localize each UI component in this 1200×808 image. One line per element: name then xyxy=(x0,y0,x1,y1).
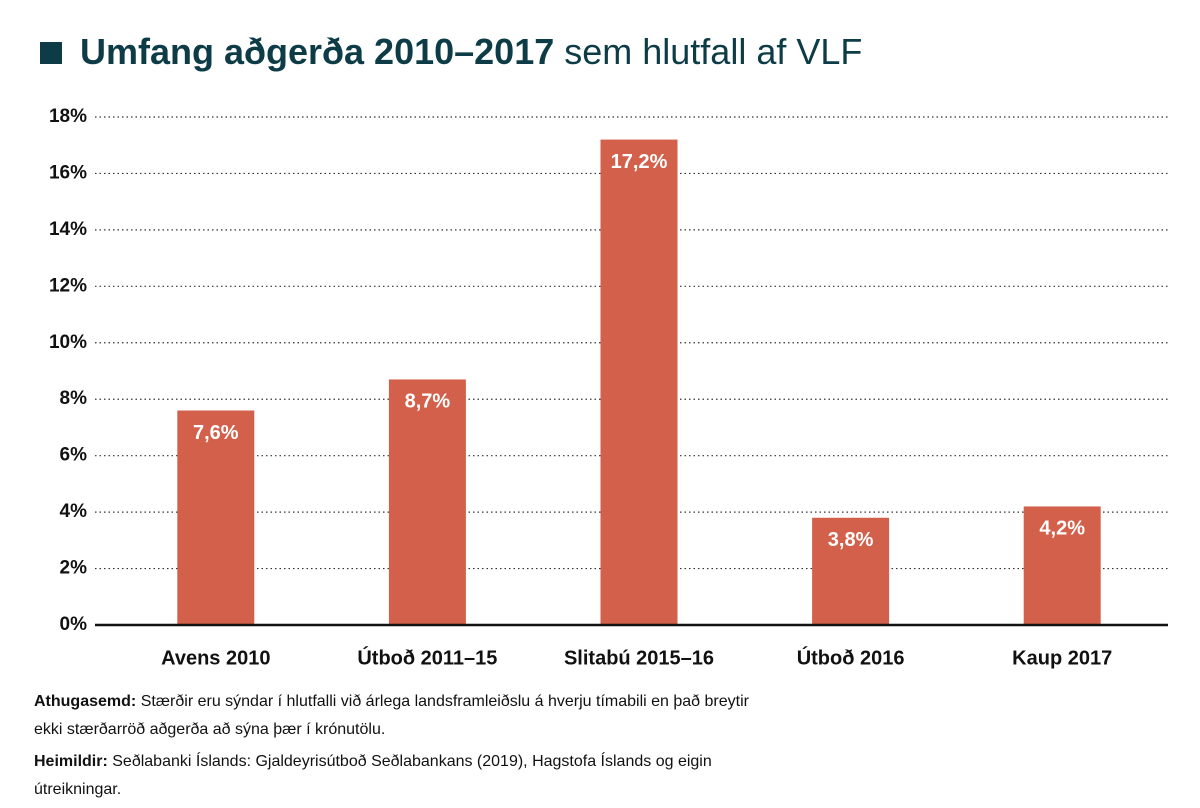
notes: Athugasemd: Stærðir eru sýndar í hlutfal… xyxy=(34,688,774,808)
value-label: 4,2% xyxy=(1039,518,1085,540)
y-tick-label: 18% xyxy=(49,106,87,127)
note-text: Seðlabanki Íslands: Gjaldeyrisútboð Seðl… xyxy=(34,753,712,798)
chart-subtitle: sem hlutfall af VLF xyxy=(564,31,862,72)
x-tick-label: Kaup 2017 xyxy=(1012,647,1112,669)
value-label: 7,6% xyxy=(193,422,239,444)
y-tick-label: 12% xyxy=(49,275,87,296)
note: Athugasemd: Stærðir eru sýndar í hlutfal… xyxy=(34,688,774,744)
x-tick-label: Avens 2010 xyxy=(161,647,270,669)
x-tick-label: Útboð 2016 xyxy=(797,645,905,669)
y-tick-label: 16% xyxy=(49,162,87,183)
y-tick-label: 0% xyxy=(60,614,88,635)
value-label: 8,7% xyxy=(405,391,451,413)
y-tick-label: 6% xyxy=(60,445,88,466)
y-tick-label: 14% xyxy=(49,219,87,240)
y-tick-label: 10% xyxy=(49,332,87,353)
note-text: Stærðir eru sýndar í hlutfalli við árleg… xyxy=(34,693,749,738)
note: Heimildir: Seðlabanki Íslands: Gjaldeyri… xyxy=(34,748,774,804)
bar xyxy=(600,139,678,626)
title-icon xyxy=(40,42,62,64)
bar xyxy=(388,379,466,625)
y-tick-label: 4% xyxy=(60,501,88,522)
bar xyxy=(1023,506,1101,625)
chart-title: Umfang aðgerða 2010–2017 xyxy=(80,31,554,72)
bar xyxy=(812,517,890,625)
chart: Umfang aðgerða 2010–2017 sem hlutfall af … xyxy=(40,31,1168,669)
value-label: 17,2% xyxy=(611,151,668,173)
note-label: Athugasemd: xyxy=(34,693,137,710)
y-tick-label: 8% xyxy=(60,388,88,409)
bar xyxy=(177,410,255,625)
x-tick-label: Slitabú 2015–16 xyxy=(564,647,714,669)
value-label: 3,8% xyxy=(828,529,874,551)
x-tick-label: Útboð 2011–15 xyxy=(357,645,497,669)
chart-heading: Umfang aðgerða 2010–2017 sem hlutfall af … xyxy=(80,31,862,72)
note-label: Heimildir: xyxy=(34,753,108,770)
y-tick-label: 2% xyxy=(60,558,88,579)
